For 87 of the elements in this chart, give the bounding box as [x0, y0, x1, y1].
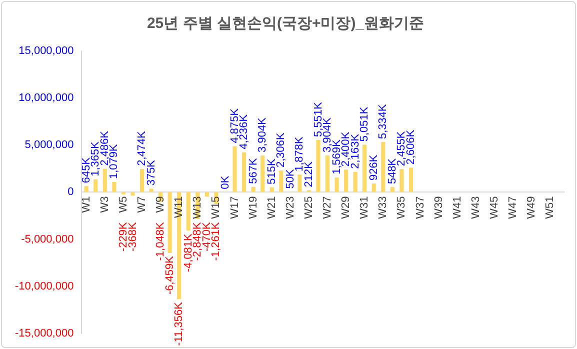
x-tick-label: W17: [228, 196, 241, 219]
data-label: 4,875K: [228, 108, 241, 144]
x-tick-label: W49: [526, 196, 538, 219]
data-label: 3,904K: [256, 116, 269, 152]
data-label: -229K: [117, 222, 130, 252]
bar: [408, 168, 414, 192]
x-tick-label: W7: [136, 196, 148, 213]
y-tick-label: 15,000,000: [18, 45, 74, 58]
bar: [390, 187, 394, 192]
x-tick-label: W31: [358, 196, 371, 219]
x-tick-label: W45: [488, 196, 500, 219]
bar: [344, 170, 348, 192]
bar: [381, 142, 386, 192]
x-tick-label: W35: [396, 196, 408, 219]
bar: [130, 192, 135, 196]
bar: [168, 192, 172, 253]
bar: [232, 146, 237, 192]
bar: [251, 186, 256, 192]
data-label: 212K: [302, 160, 315, 188]
x-tick-label: W21: [266, 196, 278, 219]
x-tick-label: W51: [544, 196, 556, 219]
bar: [94, 179, 98, 192]
bar: [279, 170, 284, 192]
data-label: 567K: [247, 158, 260, 184]
x-tick-label: W19: [247, 196, 260, 219]
x-tick-label: W11: [173, 196, 186, 218]
bar: [84, 186, 88, 192]
x-tick-label: W1: [80, 196, 92, 213]
x-tick-label: W3: [98, 196, 111, 213]
y-tick-label: -15,000,000: [15, 327, 74, 340]
data-label: 515K: [266, 158, 278, 184]
data-label: 5,051K: [358, 106, 371, 142]
y-tick-label: 0: [68, 186, 74, 198]
x-tick-label: W27: [322, 196, 334, 219]
data-label: 0K: [220, 175, 232, 190]
data-label: 645K: [80, 156, 92, 184]
x-tick-label: W39: [432, 196, 445, 219]
x-tick-label: W5: [117, 196, 130, 213]
bar: [316, 140, 320, 192]
chart-title: 25년 주별 실현손익(국장+미장)_원화기준: [146, 15, 424, 32]
x-tick-label: W33: [377, 196, 390, 219]
data-label: 2,306K: [275, 132, 288, 168]
bar: [372, 183, 376, 192]
bar: [204, 192, 209, 197]
bar: [186, 192, 190, 231]
x-tick-label: W43: [470, 196, 482, 219]
x-tick-label: W29: [340, 196, 352, 219]
x-tick-label: W25: [302, 196, 315, 219]
data-label: -11,356K: [173, 301, 186, 346]
x-tick-label: W15: [210, 196, 222, 219]
y-tick-label: 10,000,000: [18, 92, 74, 104]
x-tick-label: W9: [154, 196, 167, 213]
bar: [400, 169, 404, 192]
data-label: -368K: [126, 222, 139, 252]
data-label: -470K: [200, 222, 213, 252]
bar: [140, 168, 144, 192]
data-label: 2,606K: [405, 129, 417, 165]
data-label: 2,486K: [98, 130, 111, 166]
bar: [112, 182, 116, 192]
bar: [149, 188, 154, 192]
data-label: -1,261K: [210, 222, 222, 261]
data-label: 50K: [284, 168, 296, 189]
bar: [334, 177, 339, 192]
data-label: 926K: [368, 154, 380, 180]
y-tick-label: 5,000,000: [24, 139, 74, 152]
data-label: 548K: [386, 158, 398, 184]
x-tick-label: W47: [507, 196, 520, 219]
bar: [102, 168, 107, 192]
data-label: 4,236K: [238, 114, 250, 150]
bar: [270, 187, 274, 192]
data-label: 5,551K: [312, 101, 324, 137]
data-label: 5,334K: [377, 103, 390, 139]
x-tick-label: W41: [451, 196, 464, 219]
x-tick-label: W37: [414, 196, 426, 219]
bar: [353, 172, 358, 192]
x-tick-label: W23: [284, 196, 296, 219]
data-label: 1,079K: [108, 144, 120, 180]
bar: [325, 155, 330, 192]
bar: [362, 144, 367, 192]
y-tick-label: -10,000,000: [15, 280, 74, 292]
data-label: 1,569K: [330, 138, 343, 174]
bar: [260, 155, 265, 192]
data-label: 2,163K: [349, 133, 362, 169]
bar: [298, 174, 302, 192]
bar: [242, 152, 246, 192]
x-tick-label: W13: [192, 196, 204, 219]
y-tick-label: -5,000,000: [21, 233, 74, 246]
